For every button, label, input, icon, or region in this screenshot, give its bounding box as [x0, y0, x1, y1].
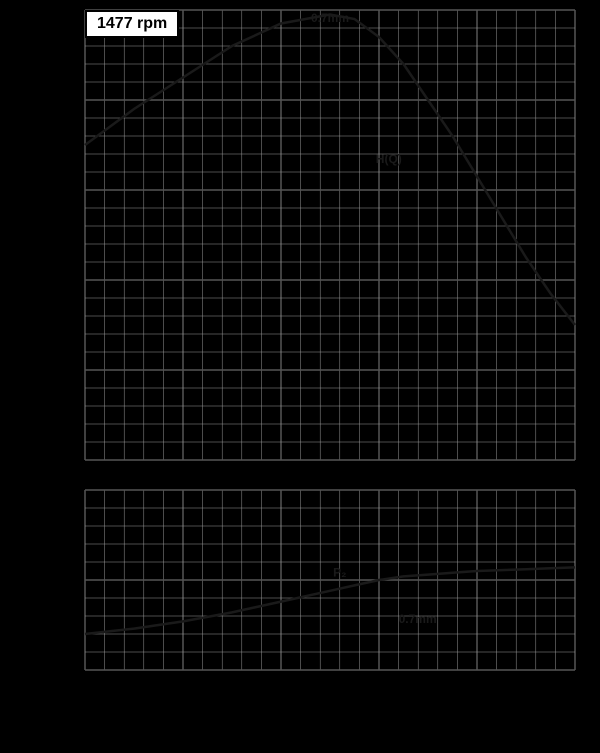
chart-canvas: 0.7mm H(Q) P₂ 0.7mm: [0, 0, 600, 753]
rpm-box: 1477 rpm: [85, 10, 179, 38]
right-label: 0.7mm: [399, 612, 437, 626]
series-label-1: H(Q): [376, 152, 402, 166]
rpm-label: 1477 rpm: [97, 15, 167, 32]
curve: [85, 567, 575, 634]
peak-label: 0.7mm: [311, 11, 349, 25]
series-label-2: P₂: [333, 565, 346, 579]
curve: [85, 15, 575, 326]
